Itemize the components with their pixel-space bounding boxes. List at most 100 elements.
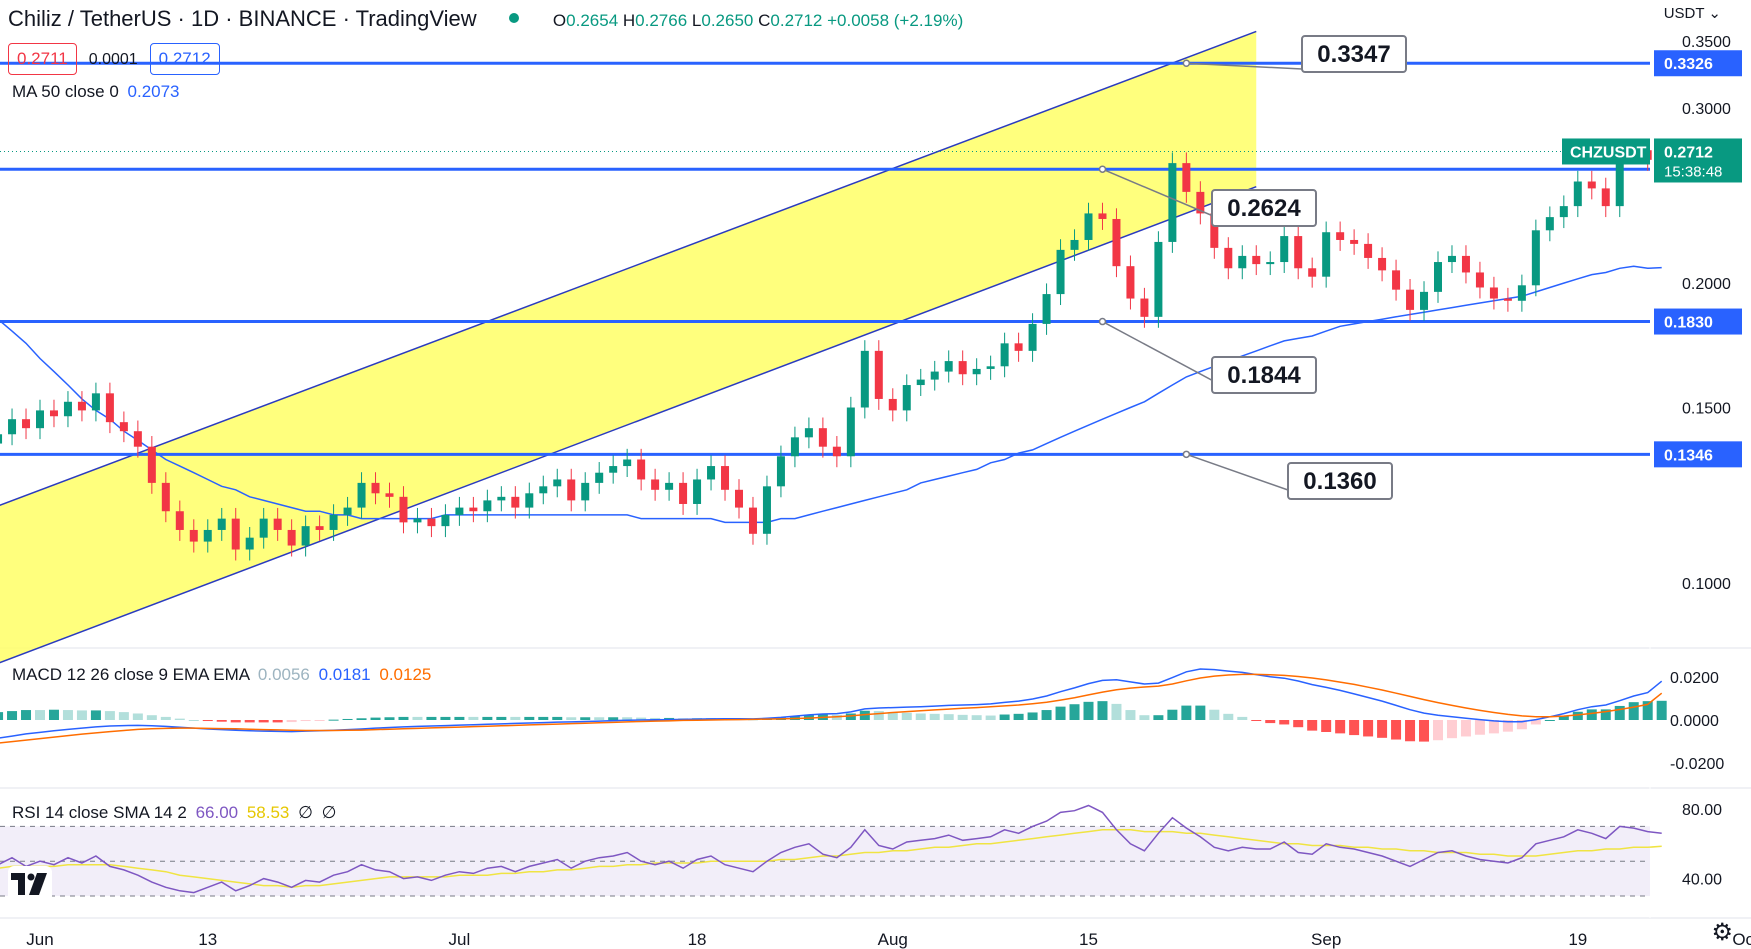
candle [790, 426, 799, 468]
candle-body [1112, 218, 1121, 267]
candle-body [874, 350, 883, 399]
macd-histogram-bar [342, 718, 353, 720]
macd-histogram-bar [1446, 720, 1457, 739]
candle-body [1028, 323, 1037, 351]
macd-histogram-bar [650, 717, 661, 720]
price-tick-label: 0.3000 [1682, 101, 1731, 118]
candle-body [679, 482, 688, 504]
candle [259, 507, 268, 549]
candle [581, 472, 590, 512]
symbol-title[interactable]: Chiliz / TetherUS · 1D · BINANCE · Tradi… [8, 6, 477, 31]
candle [1056, 239, 1065, 306]
ma-legend[interactable]: MA 50 close 0 0.2073 [8, 82, 180, 102]
macd-histogram-bar [76, 710, 87, 720]
candle [147, 436, 156, 494]
candle [776, 445, 785, 498]
macd-histogram-bar [1502, 720, 1513, 732]
candle-body [1252, 255, 1261, 265]
callout-anchor-3 [1182, 450, 1191, 459]
time-tick-label: Jun [26, 930, 53, 949]
macd-histogram-bar [174, 718, 185, 720]
candle [1000, 332, 1009, 378]
macd-histogram-bar [314, 720, 325, 721]
macd-histogram-bar [1293, 720, 1304, 728]
candle [804, 417, 813, 449]
rsi-tick-label: 40.00 [1682, 872, 1722, 889]
rsi-sma-line [0, 829, 1662, 889]
candle [91, 382, 100, 422]
candle-body [776, 456, 785, 487]
candle-body [315, 526, 324, 530]
macd-histogram-bar [1628, 702, 1639, 720]
gear-icon[interactable]: ⚙ [1711, 919, 1733, 946]
candle-body [609, 466, 618, 473]
candle-body [133, 431, 142, 447]
candle [539, 475, 548, 505]
ma-label: MA 50 close 0 [12, 82, 119, 101]
macd-histogram-bar [496, 716, 507, 720]
candle-body [832, 446, 841, 457]
tradingview-logo[interactable] [8, 866, 52, 902]
macd-histogram-bar [1433, 720, 1443, 741]
close-value: 0.2712 [770, 11, 823, 30]
macd-histogram-bar [7, 711, 18, 720]
callout-anchor-1 [1098, 165, 1107, 173]
level-badge-label-3: 0.1346 [1664, 447, 1713, 464]
macd-histogram-bar [160, 716, 171, 720]
macd-histogram-bar [384, 717, 395, 720]
last-price-label: 0.2712 [1664, 144, 1713, 161]
parallel-channel [0, 31, 1257, 663]
candle [315, 515, 324, 541]
candle-body [1378, 257, 1387, 271]
candle [916, 368, 925, 396]
candle-body [762, 486, 771, 534]
candle-body [1014, 343, 1023, 351]
candle [105, 382, 114, 434]
candle-body [1238, 255, 1247, 269]
candle-body [147, 446, 156, 483]
rsi-extra-2: ∅ [321, 803, 337, 822]
candle-body [1154, 241, 1163, 317]
rsi-legend[interactable]: RSI 14 close SMA 14 2 66.00 58.53 ∅ ∅ [8, 803, 336, 823]
time-tick-label: Aug [878, 930, 908, 949]
candle-body [63, 401, 72, 417]
macd-histogram-bar [1139, 715, 1150, 720]
macd-legend[interactable]: MACD 12 26 close 9 EMA EMA 0.0056 0.0181… [8, 665, 431, 685]
macd-histogram-bar [859, 710, 870, 720]
candle [846, 396, 855, 468]
macd-histogram-bar [1237, 716, 1248, 720]
currency-selector[interactable]: USDT ⌄ [1664, 4, 1721, 22]
candle-body [343, 507, 352, 515]
candle-body [707, 466, 716, 480]
tradingview-logo-icon [11, 873, 47, 895]
macd-hist-value: 0.0056 [257, 665, 310, 684]
candle-body [427, 518, 436, 527]
open-value: 0.2654 [566, 11, 619, 30]
candle [651, 468, 660, 501]
candle-body [1182, 163, 1191, 192]
macd-histogram-bar [622, 717, 633, 720]
candle [623, 448, 632, 478]
candle-body [36, 410, 44, 429]
candle [8, 408, 17, 446]
macd-histogram-bar [62, 710, 73, 720]
level-badge-2 [1654, 308, 1742, 335]
candle [427, 507, 436, 538]
macd-histogram-bar [412, 716, 423, 720]
candle-body [804, 428, 813, 438]
candle [1112, 208, 1121, 278]
macd-histogram-bar [118, 712, 129, 720]
candle-body [1559, 206, 1568, 218]
macd-histogram-bar [1474, 720, 1485, 735]
candle-body [259, 518, 268, 538]
candle-body [1294, 236, 1303, 269]
candle-body [902, 385, 911, 411]
candle [287, 519, 296, 557]
candle-body [930, 371, 939, 380]
buy-button[interactable]: 0.2712 [149, 43, 220, 75]
candle [343, 496, 352, 526]
sell-button[interactable]: 0.2711 [8, 43, 77, 75]
candle-body [469, 507, 478, 512]
macd-signal-value: 0.0125 [379, 665, 432, 684]
